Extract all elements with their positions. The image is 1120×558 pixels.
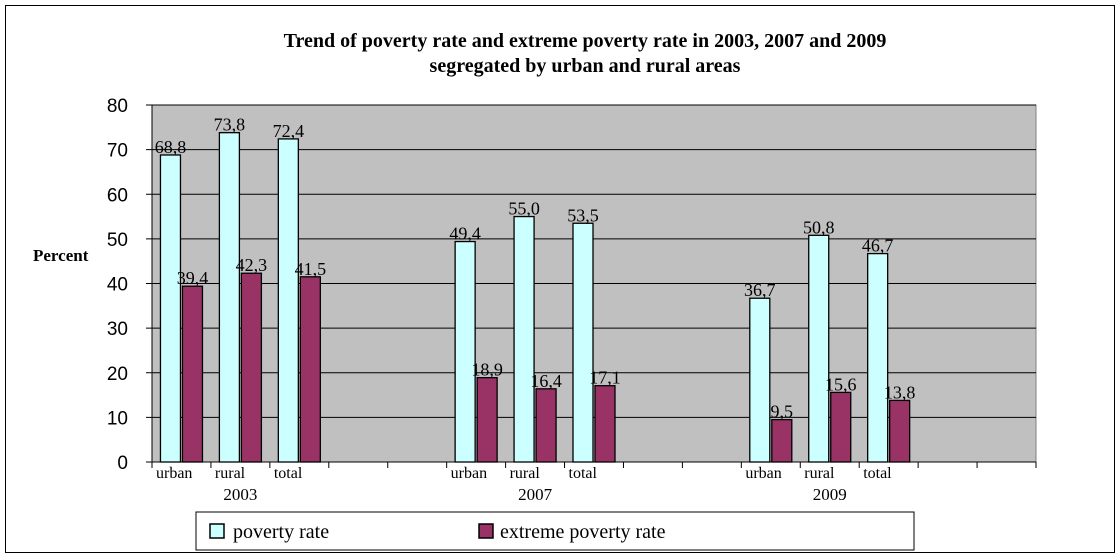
data-label-poverty: 68,8 — [155, 137, 187, 157]
bar-poverty-rate — [277, 138, 299, 463]
bar-extreme-poverty-rate — [771, 418, 793, 463]
data-label-extreme: 9,5 — [771, 402, 794, 422]
bar-extreme-poverty-rate — [889, 399, 911, 463]
data-label-poverty: 36,7 — [744, 280, 776, 300]
data-label-extreme: 13,8 — [884, 382, 916, 402]
bar-extreme-poverty-rate — [594, 385, 616, 463]
data-label-poverty: 72,4 — [273, 121, 305, 141]
chart-title: Trend of poverty rate and extreme povert… — [284, 30, 887, 52]
bar-poverty-rate — [572, 222, 594, 463]
legend: poverty rate extreme poverty rate — [195, 511, 915, 551]
bar-extreme-poverty-rate — [181, 285, 204, 463]
bar-extreme-poverty-rate — [299, 276, 321, 463]
bar-extreme-poverty-rate — [830, 391, 852, 463]
bar-extreme-poverty-rate — [240, 272, 263, 463]
legend-swatch-extreme-poverty-rate — [478, 523, 494, 539]
data-label-poverty: 46,7 — [862, 236, 894, 256]
data-label-poverty: 55,0 — [508, 199, 540, 219]
legend-box — [195, 511, 915, 551]
category-label: total — [274, 465, 303, 482]
legend-label-extreme-poverty-rate: extreme poverty rate — [500, 521, 666, 543]
bar-poverty-rate — [867, 252, 889, 463]
y-tick-label: 40 — [107, 275, 128, 296]
bar-poverty-rate — [749, 297, 771, 463]
category-label: rural — [804, 465, 835, 482]
bar-poverty-rate — [808, 234, 830, 463]
bar-poverty-rate — [218, 132, 241, 463]
category-label: urban — [451, 465, 487, 482]
y-tick-label: 30 — [107, 319, 128, 340]
year-label: 2007 — [518, 485, 553, 504]
data-label-extreme: 17,1 — [589, 368, 621, 388]
y-axis-label: Percent — [33, 246, 89, 265]
legend-label-poverty-rate: poverty rate — [233, 521, 329, 543]
data-label-poverty: 50,8 — [803, 217, 835, 237]
y-tick-label: 20 — [107, 364, 128, 385]
bar-extreme-poverty-rate — [535, 388, 557, 463]
data-label-poverty: 49,4 — [449, 224, 481, 244]
bar-poverty-rate — [513, 215, 535, 463]
bar-poverty-rate — [159, 154, 182, 463]
bar-poverty-rate — [454, 240, 476, 463]
category-label: rural — [215, 465, 246, 482]
data-label-extreme: 15,6 — [825, 374, 857, 394]
y-tick-label: 50 — [107, 230, 128, 251]
legend-swatch-poverty-rate — [209, 523, 225, 539]
category-label: urban — [745, 465, 781, 482]
plot-area: 0 10 20 30 40 50 60 70 80 68,8 39,4 urban 73,8 42,3 ru… — [107, 96, 1037, 504]
data-label-extreme: 41,5 — [295, 259, 327, 279]
y-tick-label: 0 — [117, 453, 128, 474]
year-label: 2009 — [813, 485, 847, 504]
bar-extreme-poverty-rate — [476, 377, 498, 463]
data-label-extreme: 18,9 — [471, 360, 503, 380]
year-label: 2003 — [223, 485, 257, 504]
category-label: rural — [510, 465, 541, 482]
category-label: urban — [156, 465, 192, 482]
y-tick-label: 10 — [107, 408, 128, 429]
data-label-poverty: 53,5 — [567, 205, 599, 225]
y-tick-label: 70 — [107, 141, 128, 162]
data-label-extreme: 16,4 — [530, 371, 562, 391]
y-tick-label: 80 — [107, 96, 128, 117]
category-label: total — [863, 465, 892, 482]
category-label: total — [569, 465, 598, 482]
chart-subtitle: segregated by urban and rural areas — [430, 55, 741, 77]
y-tick-label: 60 — [107, 185, 128, 206]
data-label-extreme: 39,4 — [177, 268, 209, 288]
data-label-extreme: 42,3 — [236, 255, 268, 275]
data-label-poverty: 73,8 — [214, 115, 246, 135]
